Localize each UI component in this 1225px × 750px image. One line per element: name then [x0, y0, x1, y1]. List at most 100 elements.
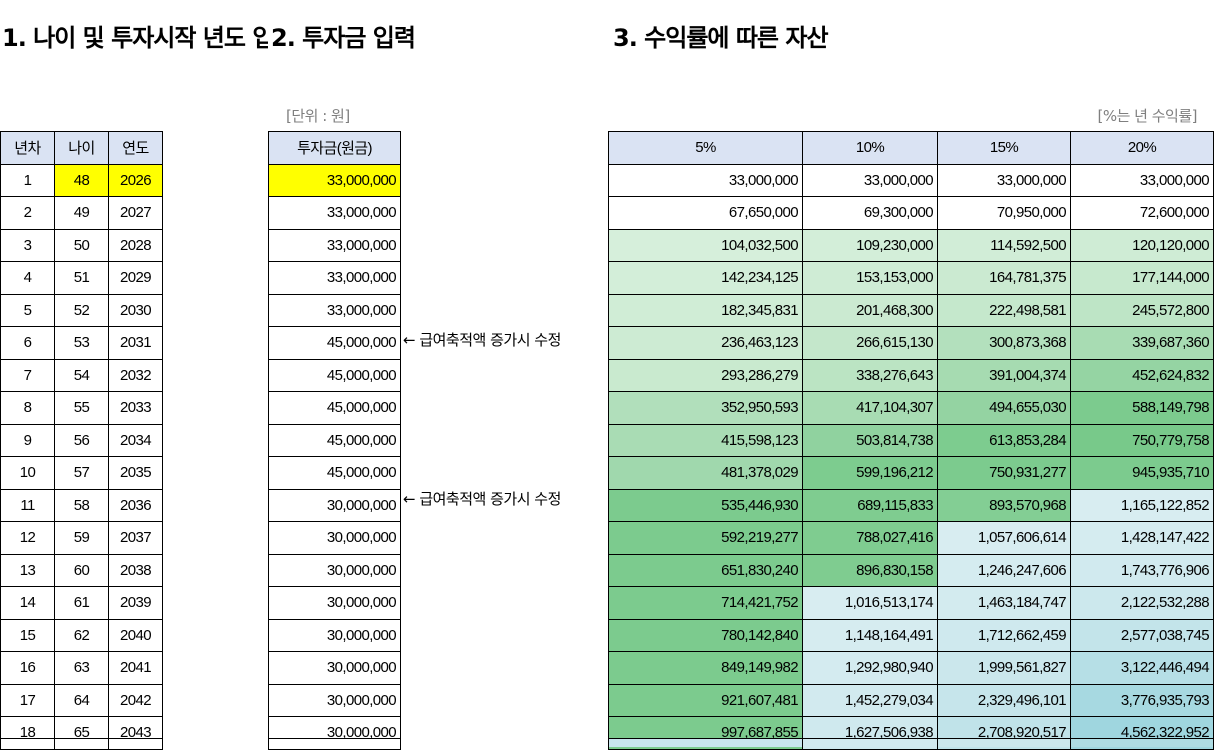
cell-age[interactable]: 51 [54, 261, 109, 295]
cell-principal[interactable]: 30,000,000 [268, 618, 401, 652]
cell-year[interactable]: 2040 [108, 618, 163, 652]
cell-asset-rate-10[interactable]: 1,016,513,174 [802, 586, 938, 620]
cell-asset-rate-20[interactable]: 2,577,038,745 [1070, 618, 1214, 652]
cell-asset-rate-5[interactable]: 592,219,277 [608, 521, 803, 555]
cell-year[interactable]: 2042 [108, 683, 163, 717]
cell-year-index[interactable]: 14 [0, 586, 55, 620]
cell-year[interactable]: 2029 [108, 261, 163, 295]
cell-principal[interactable]: 30,000,000 [268, 553, 401, 587]
cell-asset-rate-10[interactable]: 1,452,279,034 [802, 683, 938, 717]
cell-asset-rate-5[interactable]: 535,446,930 [608, 488, 803, 522]
cell-asset-rate-5[interactable]: 236,463,123 [608, 326, 803, 360]
cell-year-index[interactable]: 3 [0, 228, 55, 262]
cell-principal[interactable]: 33,000,000 [268, 163, 401, 197]
cell-year-index[interactable]: 5 [0, 293, 55, 327]
cell-age[interactable]: 59 [54, 521, 109, 555]
cell-asset-rate-15[interactable]: 750,931,277 [937, 456, 1071, 490]
cell-asset-rate-5[interactable]: 182,345,831 [608, 293, 803, 327]
col-header-year-index[interactable]: 년차 [0, 131, 55, 165]
cell-year-index[interactable]: 9 [0, 423, 55, 457]
cell-asset-rate-10[interactable]: 69,300,000 [802, 196, 938, 230]
cell-year-index[interactable]: 16 [0, 651, 55, 685]
cell-year-index[interactable]: 4 [0, 261, 55, 295]
cell-asset-rate-10[interactable]: 33,000,000 [802, 163, 938, 197]
cell-year-index[interactable]: 12 [0, 521, 55, 555]
cell-asset-rate-15[interactable]: 1,463,184,747 [937, 586, 1071, 620]
cell-age[interactable]: 56 [54, 423, 109, 457]
cell-asset-rate-20[interactable]: 72,600,000 [1070, 196, 1214, 230]
col-header-year[interactable]: 연도 [108, 131, 163, 165]
cell-asset-rate-20[interactable]: 588,149,798 [1070, 391, 1214, 425]
cell-age[interactable]: 49 [54, 196, 109, 230]
cell-asset-rate-20[interactable]: 750,779,758 [1070, 423, 1214, 457]
cell-asset-rate-20[interactable]: 452,624,832 [1070, 358, 1214, 392]
cell-asset-rate-10[interactable]: 338,276,643 [802, 358, 938, 392]
cell-asset-rate-20[interactable]: 1,743,776,906 [1070, 553, 1214, 587]
cell-asset-rate-15[interactable]: 164,781,375 [937, 261, 1071, 295]
col-header-rate-20[interactable]: 20% [1070, 131, 1214, 165]
cell-asset-rate-5[interactable]: 293,286,279 [608, 358, 803, 392]
cell-year[interactable]: 2041 [108, 651, 163, 685]
cell-age[interactable]: 60 [54, 553, 109, 587]
cell-age[interactable]: 52 [54, 293, 109, 327]
cell-asset-rate-5[interactable]: 415,598,123 [608, 423, 803, 457]
cell-asset-rate-10[interactable]: 689,115,833 [802, 488, 938, 522]
cell-asset-rate-5[interactable]: 352,950,593 [608, 391, 803, 425]
cell-principal[interactable]: 33,000,000 [268, 196, 401, 230]
cell-asset-rate-10[interactable]: 109,230,000 [802, 228, 938, 262]
cell-asset-rate-5[interactable]: 714,421,752 [608, 586, 803, 620]
cell-asset-rate-15[interactable]: 893,570,968 [937, 488, 1071, 522]
cell-asset-rate-5[interactable]: 921,607,481 [608, 683, 803, 717]
cell-year-index[interactable]: 7 [0, 358, 55, 392]
cell-principal[interactable]: 30,000,000 [268, 716, 401, 750]
cell-age[interactable]: 58 [54, 488, 109, 522]
cell-year[interactable]: 2038 [108, 553, 163, 587]
cell-principal[interactable]: 33,000,000 [268, 261, 401, 295]
cell-asset-rate-20[interactable]: 33,000,000 [1070, 163, 1214, 197]
cell-year[interactable]: 2033 [108, 391, 163, 425]
cell-year[interactable]: 2039 [108, 586, 163, 620]
cell-asset-rate-15[interactable]: 70,950,000 [937, 196, 1071, 230]
cell-year[interactable]: 2031 [108, 326, 163, 360]
cell-age[interactable]: 65 [54, 716, 109, 750]
cell-age[interactable]: 53 [54, 326, 109, 360]
cell-principal[interactable]: 33,000,000 [268, 228, 401, 262]
cell-year-index[interactable]: 2 [0, 196, 55, 230]
cell-year[interactable]: 2032 [108, 358, 163, 392]
cell-asset-rate-15[interactable]: 300,873,368 [937, 326, 1071, 360]
cell-asset-rate-15[interactable]: 1,057,606,614 [937, 521, 1071, 555]
cell-year-index[interactable]: 18 [0, 716, 55, 750]
cell-principal[interactable]: 30,000,000 [268, 586, 401, 620]
cell-asset-rate-10[interactable]: 417,104,307 [802, 391, 938, 425]
cell-year[interactable]: 2034 [108, 423, 163, 457]
cell-principal[interactable]: 30,000,000 [268, 488, 401, 522]
cell-year-index[interactable]: 17 [0, 683, 55, 717]
cell-asset-rate-5[interactable]: 104,032,500 [608, 228, 803, 262]
cell-asset-rate-5[interactable]: 142,234,125 [608, 261, 803, 295]
cell-year-index[interactable]: 15 [0, 618, 55, 652]
col-header-rate-15[interactable]: 15% [937, 131, 1071, 165]
cell-principal[interactable]: 30,000,000 [268, 651, 401, 685]
cell-age[interactable]: 54 [54, 358, 109, 392]
cell-age[interactable]: 55 [54, 391, 109, 425]
cell-year[interactable]: 2037 [108, 521, 163, 555]
col-header-principal[interactable]: 투자금(원금) [268, 131, 401, 165]
cell-asset-rate-15[interactable]: 613,853,284 [937, 423, 1071, 457]
cell-year-index[interactable]: 11 [0, 488, 55, 522]
cell-asset-rate-10[interactable]: 1,292,980,940 [802, 651, 938, 685]
cell-asset-rate-10[interactable]: 1,148,164,491 [802, 618, 938, 652]
cell-year-index[interactable]: 8 [0, 391, 55, 425]
cell-asset-rate-10[interactable]: 896,830,158 [802, 553, 938, 587]
cell-year[interactable]: 2035 [108, 456, 163, 490]
cell-year-index[interactable]: 1 [0, 163, 55, 197]
cell-asset-rate-5[interactable]: 67,650,000 [608, 196, 803, 230]
cell-asset-rate-20[interactable]: 2,122,532,288 [1070, 586, 1214, 620]
cell-asset-rate-10[interactable]: 153,153,000 [802, 261, 938, 295]
cell-asset-rate-15[interactable]: 1,999,561,827 [937, 651, 1071, 685]
cell-year[interactable]: 2027 [108, 196, 163, 230]
cell-principal[interactable]: 45,000,000 [268, 391, 401, 425]
cell-asset-rate-10[interactable]: 503,814,738 [802, 423, 938, 457]
cell-principal[interactable]: 45,000,000 [268, 423, 401, 457]
cell-asset-rate-5[interactable]: 849,149,982 [608, 651, 803, 685]
cell-year[interactable]: 2030 [108, 293, 163, 327]
